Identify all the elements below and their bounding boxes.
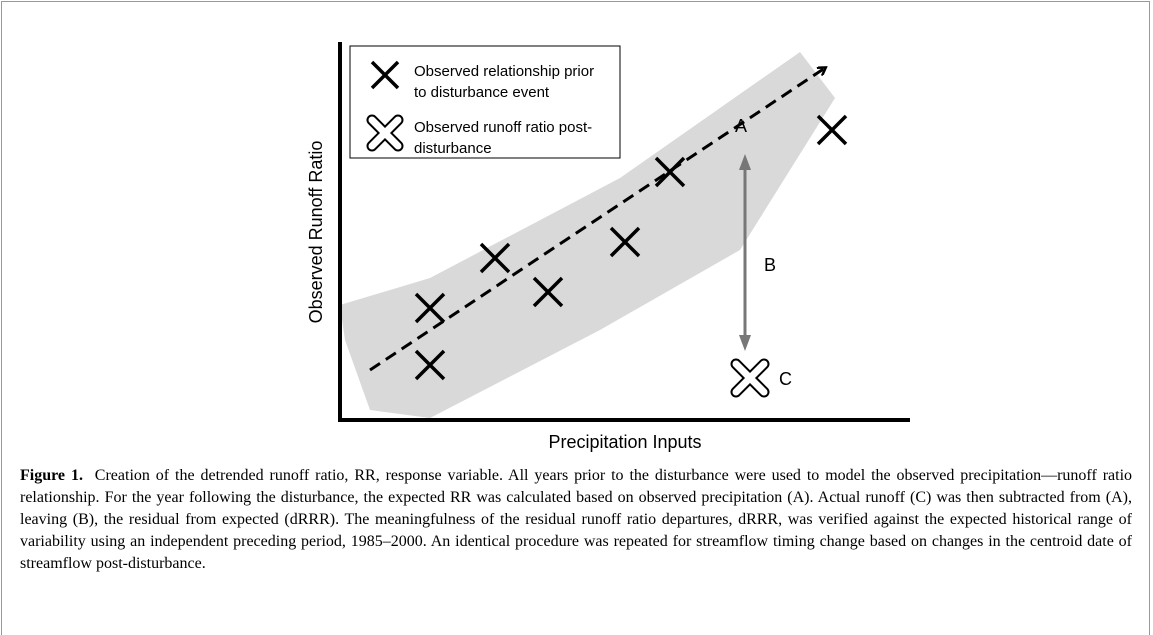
legend-marker	[368, 116, 402, 150]
legend-text: Observed relationship prior	[414, 63, 594, 80]
caption: Figure 1. Creation of the detrended runo…	[20, 465, 1132, 575]
caption-label: Figure 1.	[20, 467, 83, 484]
caption-text: Creation of the detrended runoff ratio, …	[20, 467, 1133, 572]
y-axis-label: Observed Runoff Ratio	[306, 141, 326, 324]
legend-marker	[370, 60, 400, 90]
legend-text: to disturbance event	[414, 84, 550, 101]
post-disturbance-point	[730, 358, 770, 398]
observed-points	[414, 114, 848, 381]
trend-line	[369, 68, 825, 372]
legend-text: disturbance	[414, 140, 492, 157]
label-c: C	[779, 369, 792, 389]
x-axis-label: Precipitation Inputs	[548, 432, 701, 452]
diagram: A B C Observed relationship prior to dis…	[306, 42, 910, 452]
label-b: B	[764, 255, 776, 275]
legend-text: Observed runoff ratio post-	[414, 119, 592, 136]
label-a: A	[735, 116, 747, 136]
